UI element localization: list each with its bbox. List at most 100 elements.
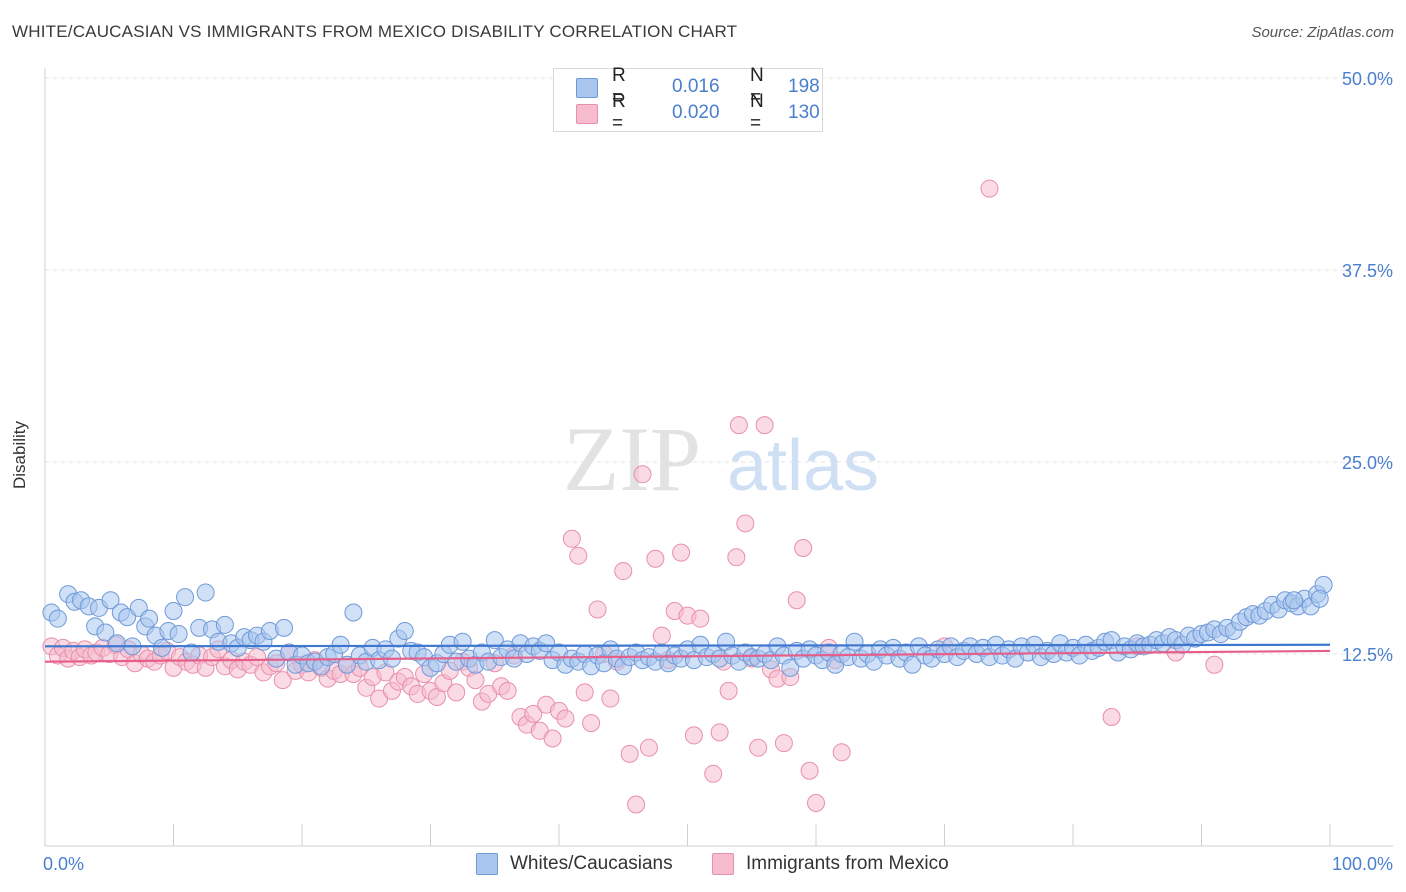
data-point-whites [101, 591, 120, 610]
data-point-mexico [582, 714, 601, 733]
trend-line-whites [44, 643, 1331, 648]
data-point-mexico [749, 738, 768, 757]
trend-lines [44, 643, 1331, 663]
data-point-whites [453, 632, 472, 651]
legend-swatch-pink [576, 104, 598, 124]
data-point-whites [152, 638, 171, 657]
chart-title: WHITE/CAUCASIAN VS IMMIGRANTS FROM MEXIC… [12, 22, 738, 41]
data-point-mexico [569, 546, 588, 565]
legend-item-mexico: Immigrants from Mexico [712, 850, 949, 878]
data-point-mexico [719, 681, 738, 700]
data-point-mexico [1205, 655, 1224, 674]
data-point-mexico [684, 726, 703, 745]
data-point-mexico [447, 683, 466, 702]
data-point-mexico [562, 529, 581, 548]
data-point-mexico [498, 681, 517, 700]
data-point-whites [485, 631, 504, 650]
data-point-mexico [710, 723, 729, 742]
x-tick-label: 100.0% [1332, 854, 1393, 874]
legend-label-mexico: Immigrants from Mexico [746, 853, 949, 874]
data-point-whites [107, 634, 126, 653]
tick-labels: 12.5% 25.0% 37.5% 50.0% 0.0% 100.0% [43, 69, 1393, 874]
legend-swatch-pink [712, 853, 734, 875]
grid-lines [45, 77, 1393, 655]
data-point-mexico [627, 795, 646, 814]
r-label: R = [612, 91, 626, 134]
data-point-whites [140, 609, 159, 628]
watermark-zip: ZIP [563, 408, 701, 510]
axes [44, 68, 1393, 847]
data-point-mexico [755, 416, 774, 435]
data-point-mexico [704, 764, 723, 783]
data-point-mexico [807, 793, 825, 812]
data-point-mexico [524, 704, 543, 723]
n-value: 198 [788, 76, 820, 97]
watermark-atlas: atlas [727, 426, 879, 506]
data-point-mexico [614, 562, 633, 581]
data-point-mexico [691, 609, 710, 628]
data-point-mexico [736, 514, 755, 533]
legend-swatch-blue [476, 853, 498, 875]
data-point-mexico [727, 548, 746, 567]
data-point-whites [48, 609, 67, 628]
n-label: N = [750, 65, 764, 108]
data-point-mexico [633, 465, 652, 484]
data-point-mexico [774, 734, 793, 753]
data-point-mexico [646, 549, 665, 568]
data-point-mexico [980, 179, 999, 198]
data-point-mexico [273, 671, 292, 690]
y-tick-label: 12.5% [1342, 645, 1393, 665]
data-point-mexico [832, 743, 851, 762]
data-point-mexico [652, 626, 671, 645]
data-point-mexico [1102, 707, 1121, 726]
data-point-whites [96, 623, 115, 642]
r-value: 0.020 [672, 102, 720, 123]
data-point-whites [196, 583, 215, 602]
data-point-whites [1310, 589, 1329, 608]
data-point-mexico [787, 591, 806, 610]
n-value: 130 [788, 102, 820, 123]
data-point-whites [537, 634, 556, 653]
legend-label-whites: Whites/Caucasians [510, 853, 673, 874]
data-point-mexico [466, 671, 485, 690]
data-point-mexico [620, 744, 639, 763]
r-label: R = [612, 65, 626, 108]
data-point-mexico [672, 543, 691, 562]
data-point-mexico [556, 709, 575, 728]
data-point-whites [1285, 591, 1304, 610]
data-point-mexico [794, 539, 813, 558]
data-point-mexico [601, 689, 620, 708]
r-value: 0.016 [672, 76, 720, 97]
data-point-mexico [575, 683, 594, 702]
y-tick-label: 50.0% [1342, 69, 1393, 89]
data-point-mexico [588, 600, 607, 619]
data-point-whites [275, 618, 294, 637]
y-tick-label: 25.0% [1342, 453, 1393, 473]
data-point-mexico [543, 729, 562, 748]
legend-swatch-blue [576, 78, 598, 98]
source-label: Source: ZipAtlas.com [1251, 24, 1394, 41]
data-point-whites [903, 655, 922, 674]
correlation-legend: R = 0.016 N = 198 R = 0.020 N = 130 [553, 65, 823, 134]
y-tick-label: 37.5% [1342, 261, 1393, 281]
data-point-whites [395, 621, 414, 640]
data-point-whites [781, 658, 800, 677]
data-point-whites [215, 615, 234, 634]
data-point-whites [176, 588, 195, 607]
y-axis-label: Disability [10, 420, 30, 490]
data-point-whites [169, 625, 188, 644]
n-label: N = [750, 91, 764, 134]
trend-line-mexico [44, 649, 1331, 663]
data-point-mexico [729, 416, 748, 435]
data-point-mexico [800, 761, 819, 780]
legend-item-whites: Whites/Caucasians [476, 850, 673, 878]
series-whites-caucasians [42, 575, 1333, 677]
data-point-whites [164, 601, 183, 620]
data-point-mexico [639, 738, 658, 757]
data-point-whites [344, 603, 363, 622]
data-point-mexico [248, 648, 267, 667]
data-point-whites [331, 635, 350, 654]
data-point-whites [337, 655, 356, 674]
x-tick-label: 0.0% [43, 854, 84, 874]
